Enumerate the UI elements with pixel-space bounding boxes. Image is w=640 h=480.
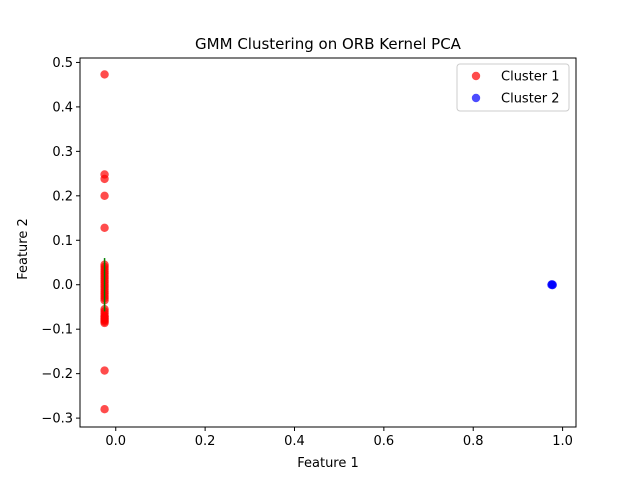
x-tick-label: 0.0 <box>105 434 126 449</box>
legend-label: Cluster 1 <box>501 70 560 85</box>
legend: Cluster 1 Cluster 2 <box>456 63 570 112</box>
legend-box <box>456 63 570 112</box>
x-tick-label: 0.4 <box>284 434 305 449</box>
x-tick-label: 1.0 <box>552 434 573 449</box>
y-tick-label: 0.2 <box>52 189 73 204</box>
axes-frame <box>79 57 577 428</box>
y-tick-label: −0.1 <box>41 323 73 338</box>
legend-marker <box>471 71 481 81</box>
x-axis-title: Feature 1 <box>297 456 359 471</box>
legend-label: Cluster 2 <box>501 92 560 107</box>
y-axis-title: Feature 2 <box>16 218 31 280</box>
data-point <box>100 318 109 328</box>
y-tick-label: 0.0 <box>52 278 73 293</box>
y-tick-label: −0.2 <box>41 367 73 382</box>
data-point <box>100 366 109 375</box>
x-tick-label: 0.6 <box>374 434 395 449</box>
x-tick-label: 0.8 <box>463 434 484 449</box>
chart-title: GMM Clustering on ORB Kernel PCA <box>195 35 462 53</box>
plot-area <box>100 70 557 414</box>
x-axis: 0.0 0.2 0.4 0.6 0.8 1.0 <box>105 427 573 449</box>
y-tick-label: −0.3 <box>41 412 73 427</box>
y-tick-label: 0.5 <box>52 56 73 71</box>
y-tick-label: 0.4 <box>52 100 73 115</box>
y-axis: −0.3 −0.2 −0.1 0.0 0.1 0.2 0.3 0.4 0.5 <box>41 56 80 427</box>
data-point <box>548 280 557 289</box>
data-point <box>100 405 109 414</box>
data-point <box>100 191 109 201</box>
data-point <box>100 70 109 79</box>
data-point <box>100 223 109 233</box>
series-2 <box>547 280 557 290</box>
x-tick-label: 0.2 <box>195 434 216 449</box>
legend-marker <box>471 93 481 103</box>
y-tick-label: 0.1 <box>52 234 73 249</box>
series-1 <box>100 70 109 414</box>
data-point <box>100 174 109 184</box>
y-tick-label: 0.3 <box>52 145 73 160</box>
